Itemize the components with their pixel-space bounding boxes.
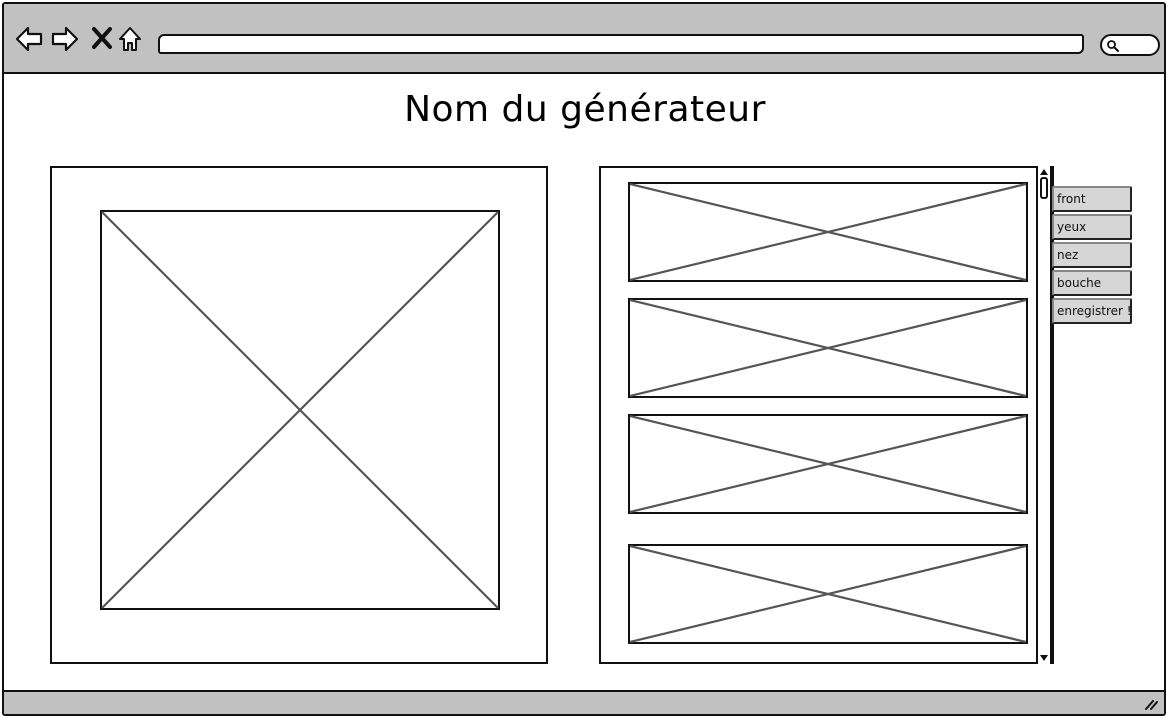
resize-grip-icon[interactable] (1144, 698, 1158, 710)
address-bar[interactable] (158, 34, 1084, 54)
page-title: Nom du générateur (404, 89, 766, 130)
forward-arrow-icon[interactable] (50, 24, 80, 54)
list-item-image-placeholder[interactable] (628, 298, 1028, 398)
parts-list-panel[interactable] (599, 166, 1054, 664)
home-icon[interactable] (116, 24, 146, 54)
preview-panel (50, 166, 548, 664)
yeux-button[interactable]: yeux (1052, 214, 1132, 240)
scroll-down-arrow-icon[interactable] (1039, 654, 1049, 662)
list-item-image-placeholder[interactable] (628, 182, 1028, 282)
save-button[interactable]: enregistrer ! (1052, 298, 1132, 324)
back-arrow-icon[interactable] (14, 24, 44, 54)
search-input[interactable] (1100, 34, 1160, 56)
list-item-image-placeholder[interactable] (628, 414, 1028, 514)
list-item-image-placeholder[interactable] (628, 544, 1028, 644)
browser-toolbar (4, 4, 1164, 74)
nez-button[interactable]: nez (1052, 242, 1132, 268)
scroll-up-arrow-icon[interactable] (1039, 168, 1049, 176)
search-icon (1107, 40, 1119, 52)
front-button[interactable]: front (1052, 186, 1132, 212)
bouche-button[interactable]: bouche (1052, 270, 1132, 296)
close-icon[interactable] (88, 24, 118, 54)
preview-image-placeholder (100, 210, 500, 610)
scrollbar-thumb[interactable] (1040, 177, 1048, 199)
status-bar (4, 690, 1164, 714)
list-scrollbar[interactable] (1036, 166, 1052, 664)
